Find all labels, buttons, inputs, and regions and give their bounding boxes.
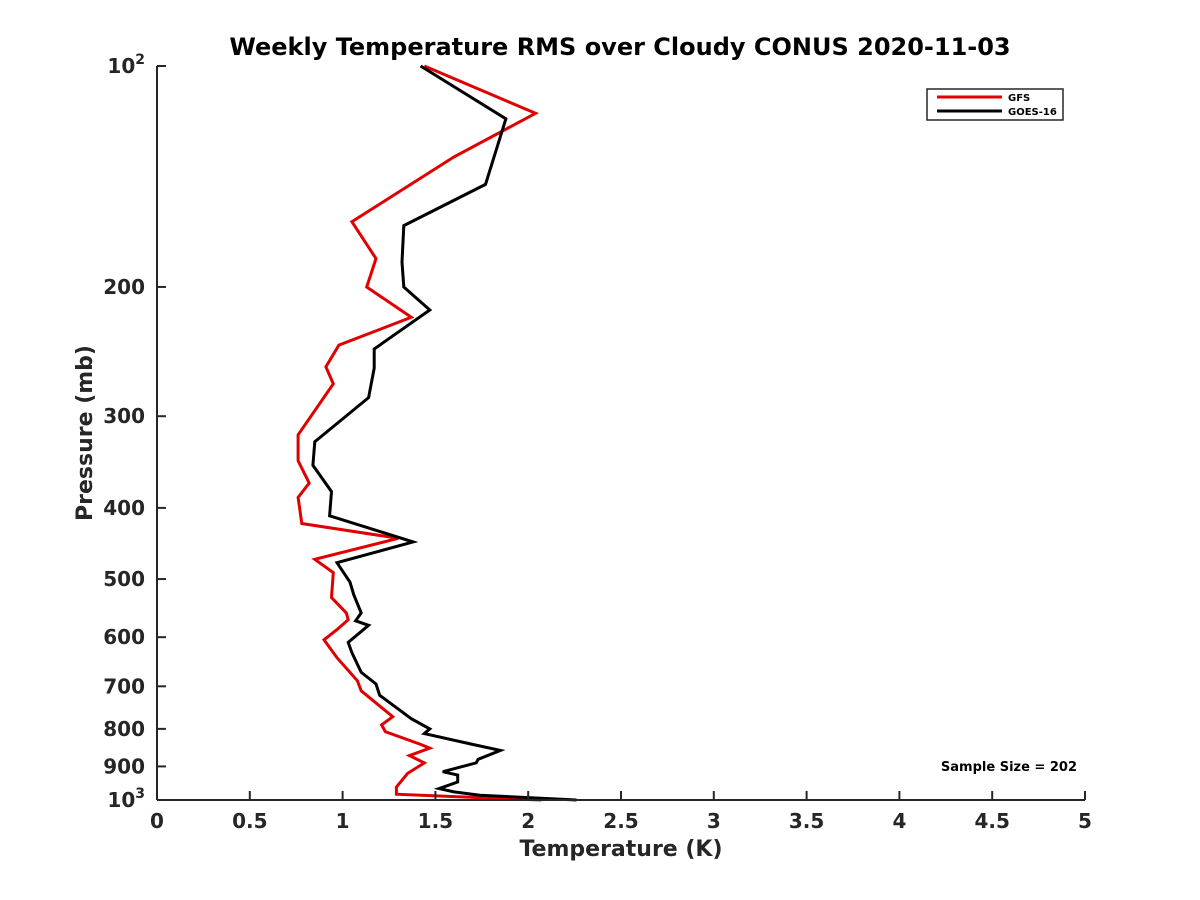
y-tick-label: 700 — [103, 674, 145, 698]
y-tick-label: 103 — [107, 786, 145, 812]
series-line-goes16 — [311, 64, 577, 802]
x-axis-label: Temperature (K) — [519, 837, 722, 862]
series-line-gfs — [296, 64, 542, 802]
y-tick-label: 800 — [103, 717, 145, 741]
x-tick-label: 0 — [150, 809, 164, 833]
y-tick-label: 102 — [107, 52, 145, 78]
x-tick-label: 2 — [521, 809, 535, 833]
x-tick-label: 3 — [707, 809, 721, 833]
legend-box — [926, 88, 1064, 121]
y-ticks: 102 200 300 400 500 600 700 800 900 103 — [103, 52, 166, 812]
legend-label-gfs: GFS — [1008, 93, 1030, 104]
x-tick-label: 1.5 — [418, 809, 453, 833]
y-axis-label: Pressure (mb) — [73, 345, 98, 521]
plot-lines — [296, 64, 577, 802]
x-tick-label: 2.5 — [603, 809, 638, 833]
x-ticks: 0 0.5 1 1.5 2 2.5 3 3.5 4 4.5 5 — [150, 791, 1092, 833]
y-tick-label: 900 — [103, 754, 145, 778]
x-tick-label: 5 — [1078, 809, 1092, 833]
chart-title: Weekly Temperature RMS over Cloudy CONUS… — [229, 33, 1010, 61]
y-tick-label: 400 — [103, 496, 145, 520]
legend: GFS GOES-16 — [926, 88, 1064, 121]
x-tick-label: 4.5 — [974, 809, 1009, 833]
x-tick-label: 4 — [892, 809, 906, 833]
x-tick-label: 3.5 — [789, 809, 824, 833]
sample-size-annotation: Sample Size = 202 — [941, 760, 1077, 775]
legend-label-goes16: GOES-16 — [1008, 107, 1057, 118]
x-tick-label: 1 — [336, 809, 350, 833]
y-tick-label: 600 — [103, 625, 145, 649]
x-tick-label: 0.5 — [232, 809, 267, 833]
y-tick-label: 500 — [103, 567, 145, 591]
axes — [156, 66, 1085, 801]
y-tick-label: 300 — [103, 404, 145, 428]
y-tick-label: 200 — [103, 275, 145, 299]
